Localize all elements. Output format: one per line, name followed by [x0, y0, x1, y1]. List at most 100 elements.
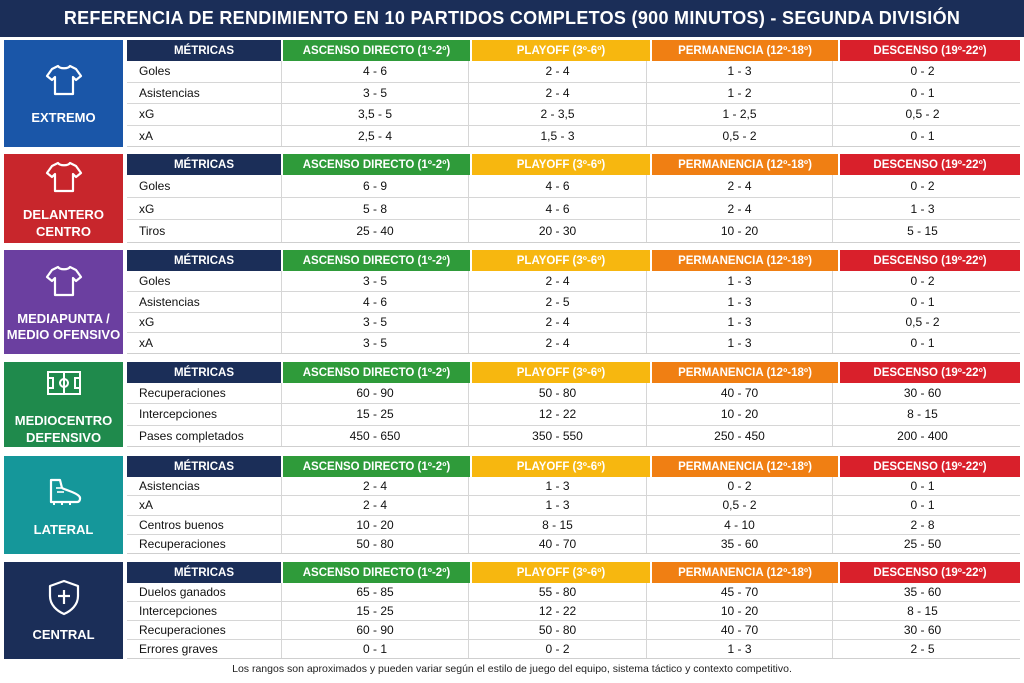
header-playoff: PLAYOFF (3º-6º): [472, 362, 650, 383]
value-permanencia: 1 - 3: [646, 61, 832, 82]
value-playoff: 4 - 6: [468, 197, 646, 220]
value-permanencia: 0,5 - 2: [646, 496, 832, 515]
metric-name: Pases completados: [139, 428, 244, 443]
value-descenso: 0,5 - 2: [832, 104, 1012, 125]
value-playoff: 350 - 550: [468, 425, 646, 446]
header-descenso: DESCENSO (19º-22º): [840, 562, 1020, 583]
header-metrics: MÉTRICAS: [127, 250, 281, 271]
metric-name: Goles: [139, 273, 171, 288]
metric-name: Duelos ganados: [139, 585, 226, 599]
value-playoff: 0 - 2: [468, 640, 646, 658]
position-panel: LATERAL: [4, 456, 123, 554]
header-playoff: PLAYOFF (3º-6º): [472, 154, 650, 175]
value-descenso: 0 - 1: [832, 333, 1012, 353]
metrics-table: MÉTRICAS ASCENSO DIRECTO (1º-2º) PLAYOFF (…: [127, 362, 1020, 447]
position-section: MEDIOCENTRO DEFENSIVO MÉTRICAS ASCENSO DIRE…: [4, 362, 1020, 447]
metrics-table: MÉTRICAS ASCENSO DIRECTO (1º-2º) PLAYOFF (…: [127, 562, 1020, 659]
table-header: MÉTRICAS ASCENSO DIRECTO (1º-2º) PLAYOFF (…: [127, 456, 1020, 477]
metric-name: xG: [139, 107, 155, 122]
table-header: MÉTRICAS ASCENSO DIRECTO (1º-2º) PLAYOFF (…: [127, 562, 1020, 583]
table-header: MÉTRICAS ASCENSO DIRECTO (1º-2º) PLAYOFF (…: [127, 362, 1020, 383]
value-descenso: 0 - 1: [832, 477, 1012, 496]
value-playoff: 2 - 4: [468, 271, 646, 291]
header-descenso: DESCENSO (19º-22º): [840, 456, 1020, 477]
value-ascenso: 3 - 5: [281, 333, 468, 353]
value-playoff: 2 - 4: [468, 333, 646, 353]
metric-name: Goles: [139, 64, 171, 79]
position-section: EXTREMO MÉTRICAS ASCENSO DIRECTO (1º-2º) PL…: [4, 40, 1020, 147]
header-descenso: DESCENSO (19º-22º): [840, 362, 1020, 383]
value-playoff: 2 - 4: [468, 82, 646, 103]
value-playoff: 8 - 15: [468, 515, 646, 534]
metrics-table: MÉTRICAS ASCENSO DIRECTO (1º-2º) PLAYOFF (…: [127, 154, 1020, 244]
metric-name: Recuperaciones: [139, 386, 226, 401]
value-permanencia: 10 - 20: [646, 220, 832, 243]
position-name: CENTRAL: [32, 627, 95, 643]
value-permanencia: 0 - 2: [646, 477, 832, 496]
position-name: MEDIAPUNTA /: [17, 310, 110, 326]
value-descenso: 0 - 1: [832, 496, 1012, 515]
value-playoff: 12 - 22: [468, 404, 646, 425]
metric-name: Asistencias: [139, 85, 200, 100]
position-name: EXTREMO: [31, 110, 96, 126]
header-permanencia: PERMANENCIA (12º-18º): [652, 40, 838, 61]
metric-name: xA: [139, 336, 154, 351]
value-permanencia: 40 - 70: [646, 621, 832, 639]
header-playoff: PLAYOFF (3º-6º): [472, 40, 650, 61]
position-section: DELANTERO CENTRO MÉTRICAS ASCENSO DIRECTO (…: [4, 154, 1020, 244]
value-playoff: 50 - 80: [468, 383, 646, 404]
page-title: REFERENCIA DE RENDIMIENTO EN 10 PARTIDOS…: [0, 0, 1024, 37]
value-permanencia: 2 - 4: [646, 197, 832, 220]
metric-name: Errores graves: [139, 642, 218, 656]
header-metrics: MÉTRICAS: [127, 456, 281, 477]
metric-name: Asistencias: [139, 294, 200, 309]
value-ascenso: 6 - 9: [281, 175, 468, 197]
metric-name: xG: [139, 315, 155, 330]
header-metrics: MÉTRICAS: [127, 40, 281, 61]
jersey-icon: [44, 60, 84, 100]
table-row: Intercepciones 15 - 25 12 - 22 10 - 20 8 - 1…: [127, 404, 1020, 426]
value-playoff: 2 - 4: [468, 312, 646, 333]
value-descenso: 8 - 15: [832, 404, 1012, 425]
position-panel: MEDIOCENTRO DEFENSIVO: [4, 362, 123, 447]
header-ascenso: ASCENSO DIRECTO (1º-2º): [283, 154, 470, 175]
position-name: MEDIO OFENSIVO: [6, 327, 121, 342]
header-ascenso: ASCENSO DIRECTO (1º-2º): [283, 250, 470, 271]
value-descenso: 30 - 60: [832, 621, 1012, 639]
header-permanencia: PERMANENCIA (12º-18º): [652, 250, 838, 271]
table-header: MÉTRICAS ASCENSO DIRECTO (1º-2º) PLAYOFF (…: [127, 154, 1020, 175]
value-ascenso: 2 - 4: [281, 477, 468, 496]
value-descenso: 0 - 1: [832, 291, 1012, 312]
jersey-icon: [44, 261, 84, 301]
value-ascenso: 3 - 5: [281, 271, 468, 291]
metric-name: xG: [139, 201, 155, 216]
value-ascenso: 2,5 - 4: [281, 125, 468, 146]
value-permanencia: 10 - 20: [646, 404, 832, 425]
value-permanencia: 4 - 10: [646, 515, 832, 534]
table-header: MÉTRICAS ASCENSO DIRECTO (1º-2º) PLAYOFF (…: [127, 250, 1020, 271]
value-ascenso: 450 - 650: [281, 425, 468, 446]
value-descenso: 35 - 60: [832, 583, 1012, 601]
metric-name: Intercepciones: [139, 407, 218, 422]
table-row: Duelos ganados 65 - 85 55 - 80 45 - 70 35 - …: [127, 583, 1020, 602]
header-permanencia: PERMANENCIA (12º-18º): [652, 456, 838, 477]
header-descenso: DESCENSO (19º-22º): [840, 40, 1020, 61]
value-permanencia: 250 - 450: [646, 425, 832, 446]
value-playoff: 55 - 80: [468, 583, 646, 601]
value-permanencia: 1 - 3: [646, 271, 832, 291]
position-panel: CENTRAL: [4, 562, 123, 659]
value-permanencia: 40 - 70: [646, 383, 832, 404]
value-ascenso: 15 - 25: [281, 602, 468, 620]
metrics-table: MÉTRICAS ASCENSO DIRECTO (1º-2º) PLAYOFF (…: [127, 456, 1020, 554]
value-ascenso: 15 - 25: [281, 404, 468, 425]
value-permanencia: 1 - 2,5: [646, 104, 832, 125]
header-metrics: MÉTRICAS: [127, 154, 281, 175]
value-ascenso: 50 - 80: [281, 534, 468, 553]
